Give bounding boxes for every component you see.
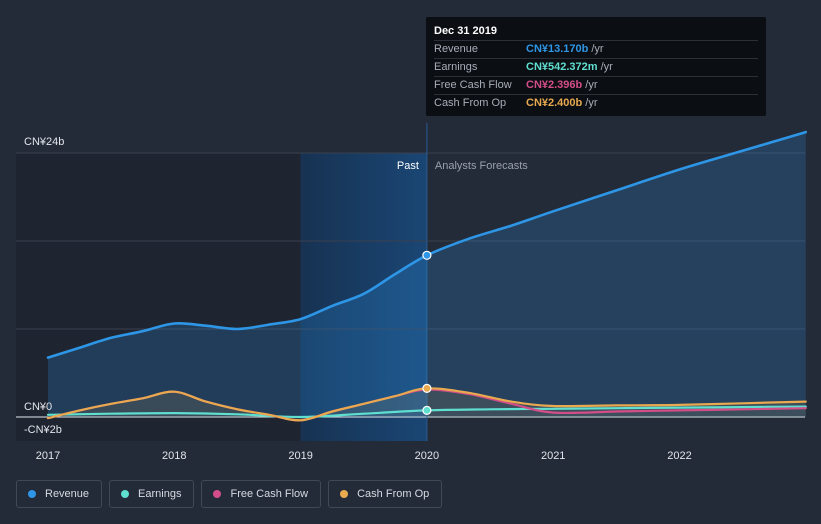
x-tick-label: 2019 (288, 450, 312, 462)
earnings-marker (422, 405, 432, 415)
x-tick-label: 2018 (162, 450, 186, 462)
y-axis-label-zero: CN¥0 (24, 401, 52, 413)
cash-from-op-line (46, 387, 807, 422)
tooltip-label: Free Cash Flow (434, 79, 512, 91)
revenue-line (46, 130, 808, 359)
data-tooltip: Dec 31 2019 Revenue CN¥13.170b /yr Earni… (426, 17, 766, 116)
x-tick-label: 2017 (36, 450, 60, 462)
tooltip-row-revenue: Revenue CN¥13.170b /yr (434, 40, 758, 58)
tooltip-value: CN¥13.170b (526, 43, 589, 55)
tooltip-label: Cash From Op (434, 97, 507, 109)
legend-label: Free Cash Flow (230, 488, 309, 500)
tooltip-label: Earnings (434, 61, 478, 73)
x-tick-label: 2020 (415, 450, 439, 462)
past-label: Past (397, 160, 419, 172)
legend-item-revenue[interactable]: Revenue (16, 480, 103, 508)
y-axis-label-bottom: -CN¥2b (24, 424, 62, 436)
tooltip-value: CN¥2.400b (526, 97, 583, 109)
cash-from-op-marker (422, 383, 432, 393)
tooltip-row-free-cash-flow: Free Cash Flow CN¥2.396b /yr (434, 76, 758, 94)
legend-item-earnings[interactable]: Earnings (109, 480, 195, 508)
chart-legend: Revenue Earnings Free Cash Flow Cash Fro… (16, 480, 443, 508)
x-tick-label: 2021 (541, 450, 565, 462)
legend-label: Earnings (138, 488, 182, 500)
revenue-area (48, 132, 806, 417)
tooltip-unit: /yr (591, 43, 604, 55)
tooltip-unit: /yr (585, 79, 598, 91)
tooltip-unit: /yr (600, 61, 613, 73)
tooltip-value: CN¥2.396b (526, 79, 583, 91)
revenue-dot-icon (28, 490, 36, 498)
tooltip-date: Dec 31 2019 (434, 25, 497, 37)
tooltip-value: CN¥542.372m (526, 61, 598, 73)
revenue-marker (422, 250, 432, 260)
tooltip-row-cash-from-op: Cash From Op CN¥2.400b /yr (434, 94, 758, 112)
legend-item-free-cash-flow[interactable]: Free Cash Flow (201, 480, 322, 508)
legend-label: Cash From Op (357, 488, 430, 500)
tooltip-row-earnings: Earnings CN¥542.372m /yr (434, 58, 758, 76)
legend-label: Revenue (45, 488, 90, 500)
free-cash-flow-dot-icon (213, 490, 222, 498)
tooltip-label: Revenue (434, 43, 479, 55)
y-axis-label-top: CN¥24b (24, 136, 64, 148)
legend-item-cash-from-op[interactable]: Cash From Op (328, 480, 443, 508)
tooltip-unit: /yr (585, 97, 598, 109)
x-tick-label: 2022 (667, 450, 691, 462)
forecast-label: Analysts Forecasts (435, 160, 528, 172)
earnings-dot-icon (121, 490, 130, 498)
cash-from-op-dot-icon (340, 490, 349, 498)
